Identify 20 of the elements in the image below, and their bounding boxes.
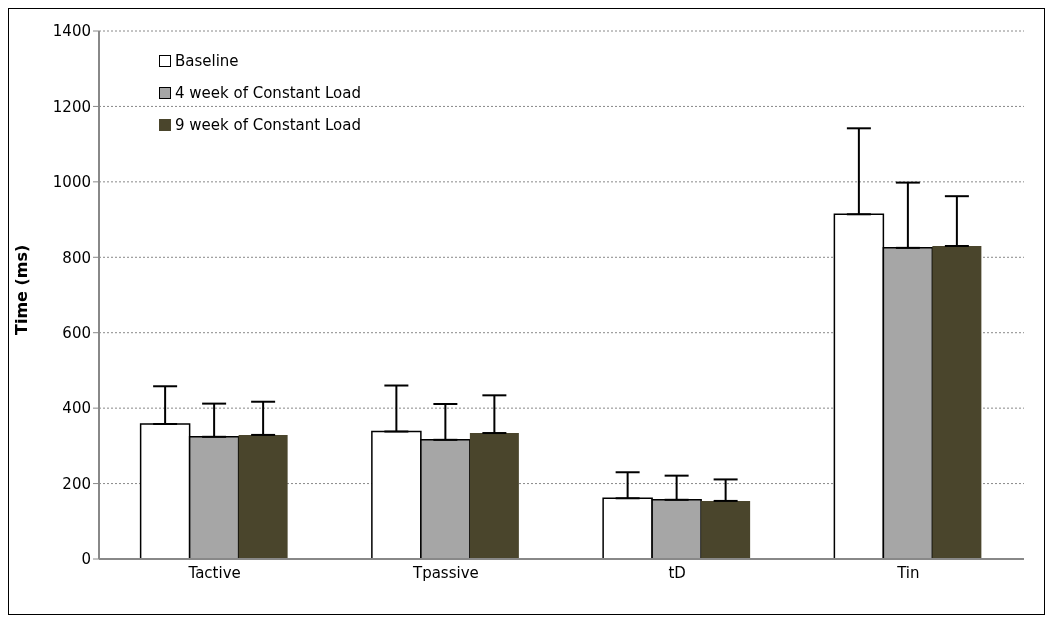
y-tick-label: 1400 bbox=[52, 22, 91, 41]
legend-label: 9 week of Constant Load bbox=[175, 115, 361, 136]
y-tick-label: 400 bbox=[62, 399, 91, 418]
y-tick-label: 1200 bbox=[52, 97, 91, 116]
x-tick-label: Tactive bbox=[187, 563, 241, 582]
bar bbox=[932, 245, 982, 559]
bar bbox=[469, 433, 519, 559]
legend-label: 4 week of Constant Load bbox=[175, 83, 361, 104]
y-tick-label: 800 bbox=[62, 248, 91, 267]
y-tick-label: 1000 bbox=[52, 173, 91, 192]
legend-label: Baseline bbox=[175, 51, 239, 72]
y-axis-title: Time (ms) bbox=[11, 244, 31, 335]
x-tick-label: Tpassive bbox=[411, 563, 479, 582]
y-tick-label: 200 bbox=[62, 474, 91, 493]
y-tick-label: 600 bbox=[62, 324, 91, 343]
bar bbox=[701, 500, 751, 559]
x-tick-label: tD bbox=[668, 563, 686, 582]
bar bbox=[238, 434, 288, 559]
y-tick-label: 0 bbox=[81, 550, 91, 569]
x-tick-label: Tin bbox=[896, 563, 920, 582]
